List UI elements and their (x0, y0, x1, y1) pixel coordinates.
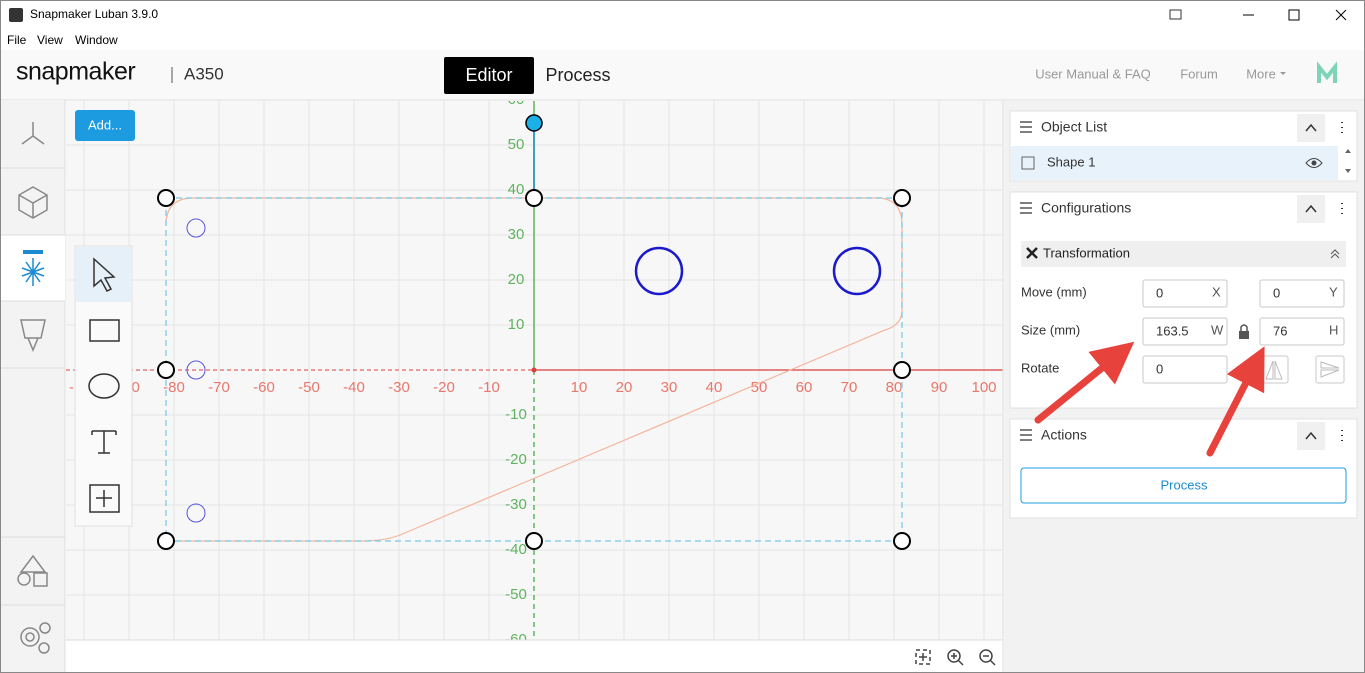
y-tick-label: -30 (505, 496, 527, 513)
x-tick-label: 40 (706, 379, 723, 396)
field-label: Move (mm) (1021, 284, 1087, 299)
panel-title: Object List (1041, 119, 1107, 135)
x-tick-label: 20 (616, 379, 633, 396)
x-tick-label: 50 (751, 379, 768, 396)
input-value[interactable]: 0 (1156, 285, 1163, 300)
unit: Y (1329, 284, 1338, 299)
button-label[interactable]: Process (1161, 477, 1208, 492)
sidebar (0, 100, 65, 673)
input[interactable] (1259, 279, 1345, 308)
machine-name: A350 (184, 64, 224, 83)
menu-item[interactable]: Window (75, 33, 118, 47)
x-tick-label: -60 (253, 379, 275, 396)
x-tick-label: -80 (163, 379, 185, 396)
tab-label[interactable]: Process (545, 65, 610, 85)
snap-button[interactable] (1169, 9, 1182, 20)
tab-label[interactable]: Editor (465, 65, 512, 85)
y-tick-label: 20 (508, 271, 525, 288)
y-tick-label: -40 (505, 541, 527, 558)
object-row[interactable] (1011, 146, 1338, 180)
input[interactable] (1259, 317, 1345, 346)
x-tick-label: -10 (478, 379, 500, 396)
x-tick-label: 60 (796, 379, 813, 396)
x-tick-label: -70 (208, 379, 230, 396)
editor-tab[interactable] (444, 57, 534, 94)
canvas-footer (66, 640, 1003, 673)
selection-box[interactable] (157, 114, 911, 550)
x-tick-label: -40 (343, 379, 365, 396)
y-tick-label: -50 (505, 586, 527, 603)
x-tick-label: 70 (841, 379, 858, 396)
axes (66, 101, 1003, 640)
y-tick-label: 40 (508, 181, 525, 198)
section-title[interactable]: Transformation (1043, 245, 1130, 260)
x-tick-label: 10 (571, 379, 588, 396)
unit: H (1329, 322, 1338, 337)
logo: snapmaker (16, 58, 135, 86)
y-tick-label: 10 (508, 316, 525, 333)
y-tick-label: 60 (508, 91, 525, 108)
x-tick-label: -20 (433, 379, 455, 396)
input-value[interactable]: 163.5 (1156, 323, 1189, 338)
process-button[interactable] (1020, 467, 1347, 504)
menu-item[interactable]: File (7, 33, 27, 47)
maximize-button[interactable] (1288, 9, 1300, 21)
x-tick-label: 100 (971, 379, 996, 396)
flip-button[interactable] (1259, 355, 1289, 384)
x-tick-label: 30 (661, 379, 678, 396)
sidebar-icons[interactable] (17, 122, 51, 654)
close-button[interactable] (1335, 9, 1347, 21)
x-tick-label: -30 (388, 379, 410, 396)
y-tick-label: -60 (505, 631, 527, 648)
input[interactable] (1142, 279, 1228, 308)
y-tick-label: 30 (508, 226, 525, 243)
panel-title: Actions (1041, 427, 1087, 443)
y-tick-label: -20 (505, 451, 527, 468)
app-icon (9, 8, 23, 22)
header-link[interactable]: Forum (1180, 66, 1218, 81)
header-link[interactable]: User Manual & FAQ (1035, 66, 1151, 81)
window-title: Snapmaker Luban 3.9.0 (30, 7, 158, 21)
input-value[interactable]: 0 (1273, 285, 1280, 300)
y-tick-label: 50 (508, 136, 525, 153)
tool-icons[interactable] (88, 257, 120, 513)
x-tick-label: -50 (298, 379, 320, 396)
x-tick-label: 80 (886, 379, 903, 396)
header (0, 50, 1365, 100)
zoom-controls[interactable] (915, 649, 996, 666)
input-value[interactable]: 0 (1156, 361, 1163, 376)
section-header[interactable] (1021, 241, 1346, 267)
lock-icon[interactable] (1239, 331, 1249, 339)
m-logo (1317, 61, 1337, 83)
input[interactable] (1142, 317, 1228, 346)
input-value[interactable]: 76 (1273, 323, 1287, 338)
menu-item[interactable]: View (37, 33, 63, 47)
button-label[interactable]: Add... (88, 117, 122, 132)
field-label: Size (mm) (1021, 322, 1080, 337)
header-link[interactable]: More (1246, 66, 1276, 81)
y-tick-label: -10 (505, 406, 527, 423)
shape[interactable] (165, 197, 903, 542)
annotation-arrows (1034, 341, 1265, 457)
unit: W (1211, 322, 1224, 337)
title-bar (0, 0, 1365, 30)
add-button[interactable] (75, 110, 135, 141)
object-name[interactable]: Shape 1 (1047, 154, 1095, 169)
unit: X (1212, 284, 1221, 299)
panel-title: Configurations (1041, 200, 1131, 216)
field-label: Rotate (1021, 360, 1059, 375)
x-tick-label: 90 (931, 379, 948, 396)
